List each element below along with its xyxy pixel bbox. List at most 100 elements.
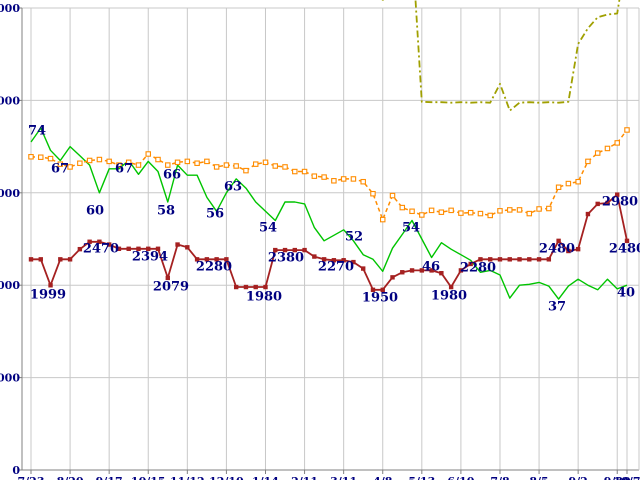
- dark-red-series-point-marker: [488, 257, 493, 262]
- point-value-label: 60: [86, 204, 104, 219]
- orange-series-point-marker: [438, 209, 445, 215]
- dark-red-series-point-marker: [243, 284, 249, 290]
- x-axis-tick-label: 4/8: [373, 475, 393, 480]
- point-value-label: 2280: [460, 261, 496, 276]
- dark-red-series-point-marker: [370, 287, 376, 293]
- y-axis-tick-label: 4000: [0, 94, 20, 107]
- x-axis-tick-label: 7/23: [18, 475, 45, 480]
- dark-red-series-point-marker: [546, 257, 552, 262]
- orange-series-point-marker: [360, 178, 366, 185]
- orange-series-point-marker: [272, 163, 279, 169]
- dark-red-series-point-marker: [106, 242, 112, 247]
- orange-series-point-marker: [125, 159, 132, 166]
- orange-series-point-marker: [546, 205, 552, 212]
- dark-red-series-point-marker: [419, 268, 425, 273]
- orange-series-point-marker: [379, 216, 386, 223]
- orange-series-point-marker: [165, 162, 171, 168]
- dark-red-series-point-marker: [302, 247, 307, 253]
- dark-red-series-point-marker: [390, 275, 395, 280]
- x-axis-tick-label: 6/10: [447, 475, 474, 480]
- orange-series-point-marker: [28, 154, 34, 160]
- dark-red-series-point-marker: [214, 257, 219, 262]
- dark-red-series-point-marker: [204, 257, 210, 262]
- orange-series-point-marker: [233, 163, 239, 169]
- orange-series-point-marker: [419, 212, 425, 218]
- dark-red-series-point-marker: [273, 247, 278, 253]
- point-value-label: 66: [163, 168, 181, 183]
- dark-red-series-point-marker: [67, 257, 73, 262]
- orange-series-point-marker: [174, 159, 181, 166]
- x-axis-tick-label: 9/17: [96, 475, 123, 480]
- orange-series-point-marker: [526, 210, 533, 217]
- point-value-label: 58: [157, 204, 175, 219]
- dark-red-series-point-marker: [312, 254, 317, 259]
- dark-red-series-point-marker: [527, 257, 532, 262]
- orange-series-point-marker: [448, 207, 454, 214]
- dark-red-series-point-marker: [126, 246, 131, 251]
- point-value-label: 63: [224, 180, 242, 195]
- dark-red-series-point-marker: [38, 257, 43, 262]
- dark-red-series-point-marker: [439, 270, 444, 276]
- orange-series-point-marker: [585, 158, 591, 165]
- dark-red-series-point-marker: [458, 268, 464, 273]
- point-value-label: 1999: [30, 288, 66, 303]
- orange-series-point-marker: [292, 168, 298, 175]
- orange-series-point-marker: [252, 161, 259, 167]
- orange-series-point-marker: [145, 151, 151, 157]
- point-value-label: 2470: [83, 242, 119, 257]
- y-axis-tick-label: 2000: [0, 279, 20, 292]
- dark-red-series-point-marker: [155, 246, 161, 251]
- dark-red-series-point-marker: [165, 275, 170, 281]
- x-axis-tick-label: 12/10: [209, 475, 244, 480]
- orange-series-point-marker: [516, 207, 523, 213]
- orange-series-point-marker: [155, 156, 161, 163]
- orange-series-point-marker: [428, 207, 435, 214]
- dark-red-series-point-marker: [224, 257, 229, 262]
- orange-series-point-marker: [96, 156, 103, 163]
- orange-series-point-marker: [477, 210, 484, 217]
- point-value-label: 2380: [268, 251, 304, 266]
- point-value-label: 37: [548, 300, 566, 315]
- dark-red-series-point-marker: [409, 268, 415, 273]
- orange-series-point-marker: [57, 161, 64, 167]
- orange-series-point-marker: [458, 210, 464, 216]
- dark-red-series-point-marker: [468, 261, 473, 267]
- dark-red-series-point-marker: [615, 192, 620, 197]
- orange-series-point-marker: [399, 204, 406, 211]
- orange-series-point-marker: [389, 192, 396, 199]
- dark-red-series-point-marker: [233, 284, 239, 290]
- x-axis-tick-label: 8/5: [529, 475, 548, 480]
- orange-series-point-marker: [370, 190, 376, 197]
- point-value-label: 1980: [246, 290, 282, 305]
- orange-series-point-marker: [311, 173, 318, 179]
- orange-series-point-marker: [194, 160, 200, 166]
- point-value-label: 74: [28, 124, 46, 139]
- dark-red-series-point-marker: [448, 284, 454, 290]
- orange-series-point-marker: [301, 168, 308, 175]
- orange-series-point-marker: [47, 155, 54, 162]
- point-value-label: 2394: [132, 250, 168, 265]
- orange-series-point-marker: [321, 174, 327, 180]
- point-value-label: 56: [206, 207, 224, 222]
- dark-red-series-point-marker: [478, 257, 483, 262]
- dark-red-series-point-marker: [321, 257, 327, 262]
- dark-red-series-point-marker: [400, 270, 405, 275]
- dark-red-series-point-marker: [253, 284, 258, 290]
- x-axis-tick-label: 9/30: [604, 475, 631, 480]
- dark-red-series-point-marker: [575, 246, 581, 252]
- orange-series-point-marker: [624, 127, 630, 133]
- dark-red-series-point-marker: [595, 201, 600, 207]
- point-value-label: 2280: [196, 260, 232, 275]
- dark-red-series-point-marker: [605, 200, 610, 206]
- orange-series-point-marker: [340, 176, 347, 182]
- x-axis-tick-label: 7/8: [490, 475, 510, 480]
- x-axis-tick-label: 3/11: [330, 475, 357, 480]
- orange-series-point-marker: [565, 180, 572, 187]
- orange-series-point-marker: [106, 158, 112, 165]
- dark-red-series-point-marker: [194, 257, 200, 262]
- point-value-label: 52: [345, 230, 363, 245]
- dark-red-series-point-marker: [624, 238, 630, 244]
- dark-red-series-point-marker: [556, 238, 561, 244]
- dark-red-series-point-marker: [585, 211, 591, 217]
- orange-series-point-marker: [243, 167, 249, 174]
